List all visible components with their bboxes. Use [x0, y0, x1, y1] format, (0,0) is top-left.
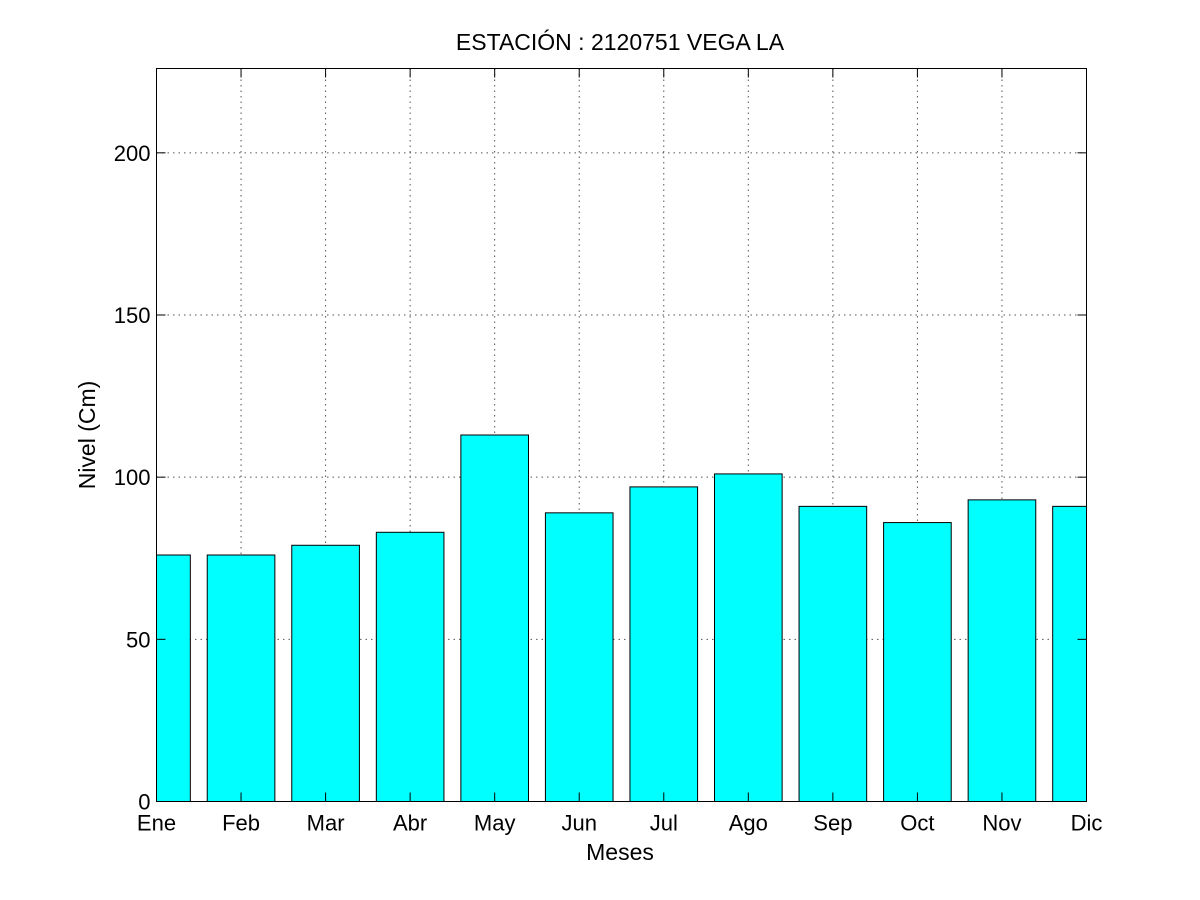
y-tick-labels: 0 50 100 150 200 — [114, 141, 151, 815]
bar-nov — [967, 499, 1037, 802]
x-tick-label: Feb — [222, 811, 260, 836]
x-tick-label: May — [474, 811, 516, 836]
x-axis-label: Meses — [586, 839, 654, 865]
y-tick-label: 0 — [138, 790, 150, 815]
y-tick-label: 200 — [114, 141, 151, 166]
bar-may — [460, 434, 530, 802]
x-tick-label: Abr — [393, 811, 427, 836]
bar-feb — [206, 554, 276, 802]
bar-jul — [629, 486, 699, 802]
x-tick-label: Oct — [900, 811, 934, 836]
x-tick-label: Ago — [729, 811, 768, 836]
x-tick-label: Dic — [1071, 811, 1103, 836]
y-tick-label: 150 — [114, 303, 151, 328]
x-tick-label: Mar — [307, 811, 345, 836]
axis-ticks — [156, 68, 1087, 802]
bar-oct — [883, 522, 952, 802]
x-tick-label: Jun — [561, 811, 596, 836]
bar-ago — [714, 473, 783, 802]
bar-sep — [798, 505, 868, 802]
x-tick-label: Nov — [982, 811, 1021, 836]
bar-mar — [291, 544, 360, 803]
x-tick-labels: Ene Feb Mar Abr May Jun Jul Ago Sep Oct Nov Dic — [137, 811, 1102, 836]
bar-ene — [156, 554, 191, 802]
y-tick-label: 50 — [126, 627, 150, 652]
chart-title: ESTACIÓN : 2120751 VEGA LA — [456, 29, 785, 55]
y-tick-label: 100 — [114, 465, 151, 490]
x-tick-label: Sep — [813, 811, 852, 836]
x-tick-label: Jul — [650, 811, 678, 836]
bars — [156, 434, 1087, 803]
bar-dic — [1052, 505, 1087, 802]
bar-abr — [375, 531, 445, 803]
y-axis-label: Nivel (Cm) — [74, 381, 100, 490]
bar-jun — [544, 512, 614, 802]
plot-frame — [156, 68, 1087, 802]
x-tick-label: Ene — [137, 811, 176, 836]
